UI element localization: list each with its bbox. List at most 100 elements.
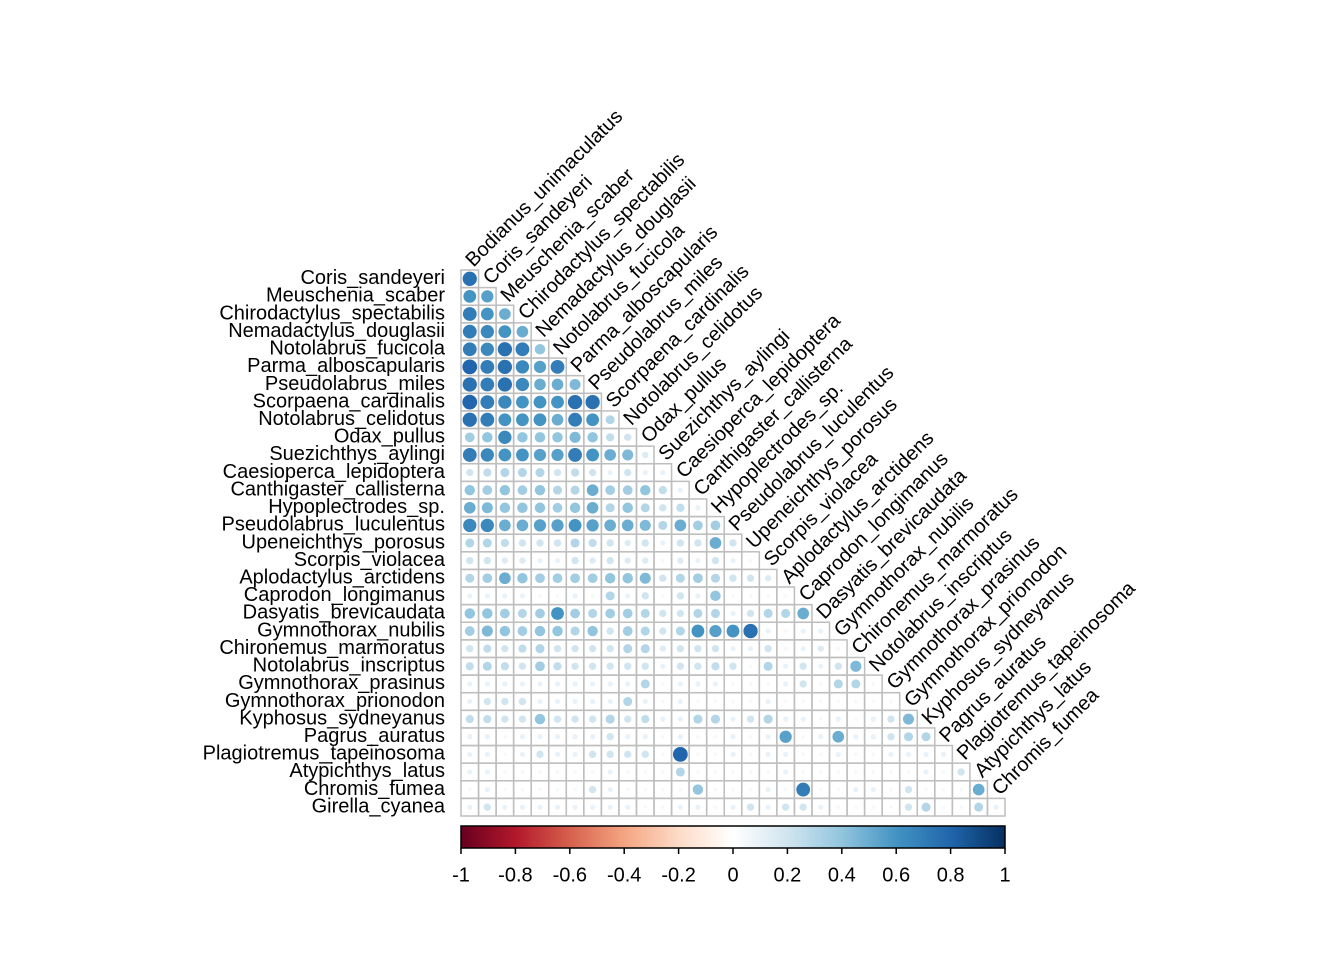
corr-dot xyxy=(622,449,634,461)
corr-dot xyxy=(677,698,683,705)
corr-dot xyxy=(730,646,736,652)
corr-dot xyxy=(625,681,631,687)
corr-dot xyxy=(606,644,614,653)
corr-dot xyxy=(517,468,527,478)
row-label: Scorpaena_cardinalis xyxy=(253,390,445,412)
corr-dot xyxy=(517,432,528,443)
colorbar-segment xyxy=(882,826,886,848)
corr-dot xyxy=(871,752,876,757)
corr-dot xyxy=(642,557,649,564)
corr-dot xyxy=(551,395,564,409)
colorbar-segment xyxy=(697,826,701,848)
corr-dot xyxy=(462,448,477,462)
corr-dot xyxy=(588,662,597,670)
corr-dot xyxy=(551,413,564,426)
corr-dot xyxy=(502,681,508,687)
corr-dot xyxy=(622,608,633,619)
corr-dot xyxy=(588,538,597,548)
corr-dot xyxy=(748,734,753,739)
colorbar-segment xyxy=(550,826,554,848)
corr-dot xyxy=(833,679,843,689)
corr-dot xyxy=(641,715,650,724)
colorbar-segment xyxy=(931,826,935,848)
corr-dot xyxy=(570,626,580,636)
corr-dot xyxy=(766,682,770,686)
colorbar-segment xyxy=(564,826,568,848)
corr-dot xyxy=(570,573,580,584)
corr-dot xyxy=(660,558,665,563)
corr-dot xyxy=(693,573,703,584)
corr-dot xyxy=(499,608,510,619)
colorbar-segment xyxy=(760,826,764,848)
corr-dot xyxy=(555,770,560,774)
corr-dot xyxy=(730,610,736,617)
corr-dot xyxy=(765,628,771,634)
corr-dot xyxy=(625,804,631,810)
corr-dot xyxy=(587,573,598,584)
colorbar-segment xyxy=(488,826,492,848)
corr-dot xyxy=(499,502,511,513)
corr-dot xyxy=(640,503,650,513)
corr-dot xyxy=(518,644,527,653)
colorbar-segment xyxy=(558,826,563,848)
colorbar-segment xyxy=(602,826,606,848)
corr-dot xyxy=(659,609,667,618)
corr-dot xyxy=(538,593,542,598)
colorbar-segment xyxy=(670,826,674,848)
corr-dot xyxy=(713,770,718,774)
corr-dot xyxy=(887,715,895,723)
colorbar-segment xyxy=(727,826,731,848)
corr-dot xyxy=(519,681,526,687)
corr-dot xyxy=(606,662,614,670)
row-label: Caprodon_longimanus xyxy=(244,584,445,606)
corr-dot xyxy=(677,487,683,493)
colorbar-segment xyxy=(474,826,478,848)
corr-dot xyxy=(729,662,737,670)
corr-dot xyxy=(730,804,736,810)
corr-dot xyxy=(763,608,773,618)
corr-dot xyxy=(658,486,667,495)
corr-dot xyxy=(463,501,476,514)
colorbar-segment xyxy=(771,826,775,848)
colorbar-tick-label: 0.4 xyxy=(828,864,856,886)
corr-dot xyxy=(515,342,530,357)
corr-dot xyxy=(710,573,720,583)
corr-dot xyxy=(517,608,527,618)
corr-dot xyxy=(571,662,579,670)
corr-dot xyxy=(783,593,788,598)
corr-dot xyxy=(517,502,528,513)
corr-dot xyxy=(765,698,771,705)
corr-dot xyxy=(572,698,578,705)
corr-dot xyxy=(605,503,615,513)
corr-dot xyxy=(709,537,722,549)
corr-dot xyxy=(500,662,509,671)
colorbar-segment xyxy=(833,826,837,848)
corr-dot xyxy=(783,629,788,633)
colorbar-segment xyxy=(523,826,527,848)
corr-dot xyxy=(711,556,720,565)
corr-dot xyxy=(622,502,633,513)
corr-dot xyxy=(516,395,529,409)
corr-dot xyxy=(748,558,753,563)
row-label: Chirodactylus_spectabilis xyxy=(219,302,445,324)
corr-dot xyxy=(731,699,735,704)
corr-dot xyxy=(572,751,578,757)
corr-dot xyxy=(481,290,494,303)
corr-dot xyxy=(902,713,915,725)
corr-dot xyxy=(801,734,806,739)
corr-dot xyxy=(588,644,597,653)
colorbar-segment xyxy=(711,826,715,848)
corr-dot xyxy=(569,378,581,391)
corr-dot xyxy=(625,734,631,740)
colorbar-segment xyxy=(961,826,965,848)
colorbar-segment xyxy=(920,826,924,848)
corr-dot xyxy=(642,469,648,476)
colorbar-segment xyxy=(531,826,535,848)
corr-dot xyxy=(480,342,494,356)
colorbar-segment xyxy=(942,826,946,848)
corr-dot xyxy=(466,644,474,653)
corr-dot xyxy=(516,325,529,338)
corr-dot xyxy=(622,626,633,636)
corr-dot xyxy=(624,750,632,759)
colorbar-segment xyxy=(518,826,522,848)
